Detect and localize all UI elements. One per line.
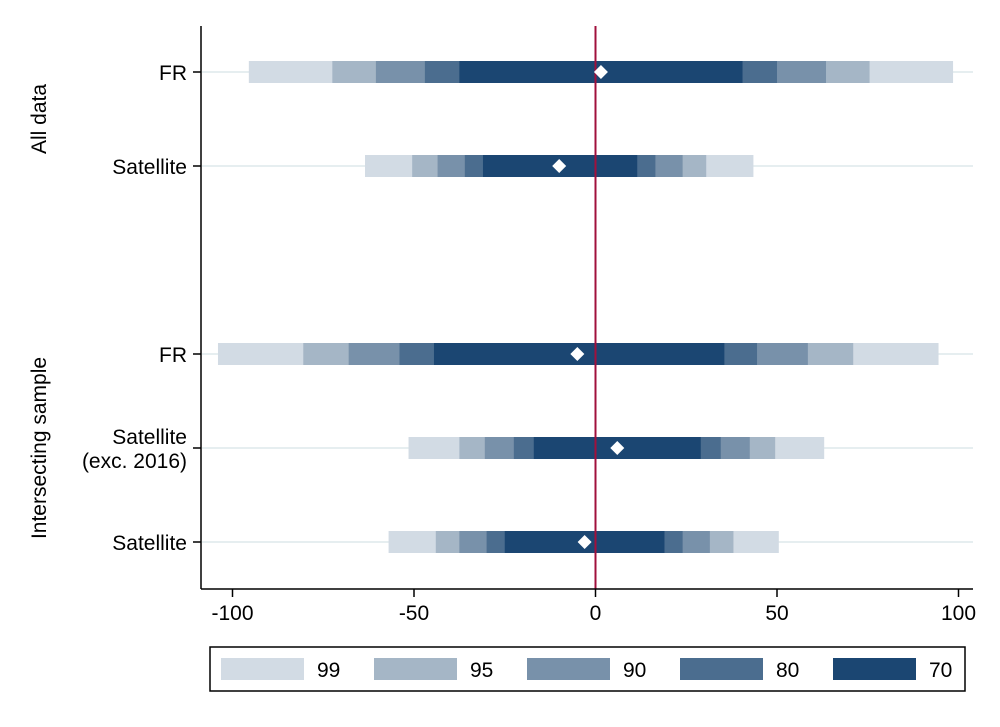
estimate-marker <box>610 441 625 455</box>
legend-label: 99 <box>317 659 340 682</box>
estimate-marker <box>593 65 608 79</box>
x-tick-label: -50 <box>399 602 429 625</box>
x-tick-label: 50 <box>765 602 788 625</box>
x-tick-label: -100 <box>211 602 253 625</box>
interval-bars <box>217 61 954 553</box>
legend-label: 80 <box>776 659 799 682</box>
row-label: Satellite <box>112 426 187 449</box>
legend-swatch-99 <box>221 658 304 680</box>
legend-swatch-90 <box>527 658 610 680</box>
legend-label: 95 <box>470 659 493 682</box>
axes <box>193 26 973 597</box>
estimate-markers <box>552 65 625 549</box>
estimate-marker <box>552 159 567 173</box>
estimate-marker <box>570 347 585 361</box>
x-tick-label: 100 <box>941 602 976 625</box>
legend-swatch-80 <box>680 658 763 680</box>
legend-swatch-70 <box>833 658 916 680</box>
estimate-marker <box>577 535 592 549</box>
row-label: Satellite <box>112 532 187 555</box>
legend: 99 95 90 80 70 <box>209 646 966 692</box>
legend-label: 90 <box>623 659 646 682</box>
legend-label: 70 <box>929 659 952 682</box>
row-label: FR <box>159 344 187 367</box>
row-label: FR <box>159 62 187 85</box>
legend-swatch-95 <box>374 658 457 680</box>
group-label: All data <box>28 84 51 154</box>
row-label: Satellite <box>112 156 187 179</box>
group-label: Intersecting sample <box>28 357 51 539</box>
axis-labels: -100 -50 0 50 100FRSatelliteFRSatellite(exc.… <box>28 62 976 625</box>
x-tick-label: 0 <box>590 602 602 625</box>
grid-lines <box>202 71 973 543</box>
row-label: (exc. 2016) <box>82 450 187 473</box>
